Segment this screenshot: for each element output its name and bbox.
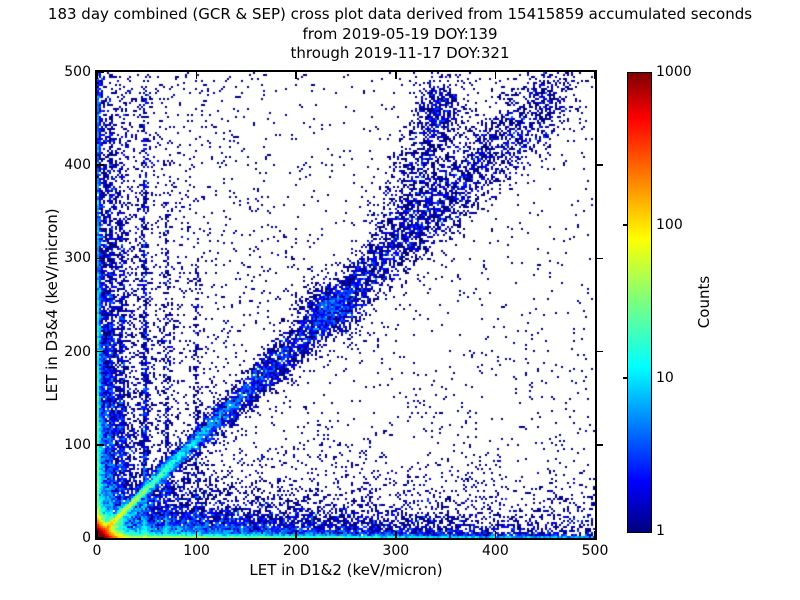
chart-title: 183 day combined (GCR & SEP) cross plot … (0, 5, 800, 64)
x-tick-top (96, 72, 98, 79)
chart-title-line-1: 183 day combined (GCR & SEP) cross plot … (47, 5, 753, 23)
x-tick (295, 531, 297, 538)
chart-title-line-2: from 2019-05-19 DOY:139 (302, 24, 498, 43)
y-tick-label: 0 (82, 530, 91, 546)
y-tick (97, 537, 104, 539)
x-tick (96, 531, 98, 538)
x-tick (594, 531, 596, 538)
y-tick-label: 500 (64, 64, 91, 80)
colorbar (627, 72, 652, 533)
colorbar-tick (623, 377, 628, 379)
x-tick-label: 100 (183, 543, 210, 559)
x-tick-top (195, 72, 198, 79)
colorbar-tick (623, 224, 628, 226)
colorbar-tick-label: 100 (656, 217, 683, 233)
colorbar-tick-label: 1 (656, 523, 665, 539)
y-tick-label: 100 (64, 436, 91, 453)
x-tick (395, 531, 397, 538)
y-tick (97, 350, 104, 353)
y-tick (97, 257, 104, 260)
y-tick (97, 71, 104, 73)
y-tick-label: 200 (64, 343, 91, 360)
y-tick-right (597, 257, 603, 260)
colorbar-title: Counts (695, 275, 713, 329)
y-tick-label: 400 (64, 157, 91, 174)
x-axis-label: LET in D1&2 (keV/micron) (249, 561, 443, 579)
x-tick-top (295, 72, 297, 79)
colorbar-tick-label: 1000 (656, 64, 692, 80)
y-tick-right (597, 164, 603, 166)
x-tick (494, 531, 497, 538)
x-tick-top (494, 72, 497, 79)
x-tick-top (594, 72, 596, 79)
x-tick-label: 200 (282, 543, 310, 559)
y-tick-label: 300 (64, 250, 91, 267)
y-tick-right (597, 350, 603, 353)
x-tick-label: 300 (382, 543, 410, 559)
scatter-density-canvas (97, 72, 595, 538)
x-tick-label: 500 (581, 543, 609, 559)
y-tick (97, 444, 104, 446)
colorbar-tick-label: 10 (656, 370, 674, 386)
y-axis-label: LET in D3&4 (keV/micron) (43, 208, 61, 402)
x-tick (195, 531, 198, 538)
chart-title-line-3: through 2019-11-17 DOY:321 (290, 44, 510, 62)
y-tick-right (597, 444, 603, 446)
plot-axes-frame (95, 70, 597, 540)
x-tick-label: 400 (482, 543, 509, 559)
y-tick (97, 164, 104, 166)
x-tick-label: 0 (92, 543, 102, 559)
x-tick-top (395, 72, 397, 79)
